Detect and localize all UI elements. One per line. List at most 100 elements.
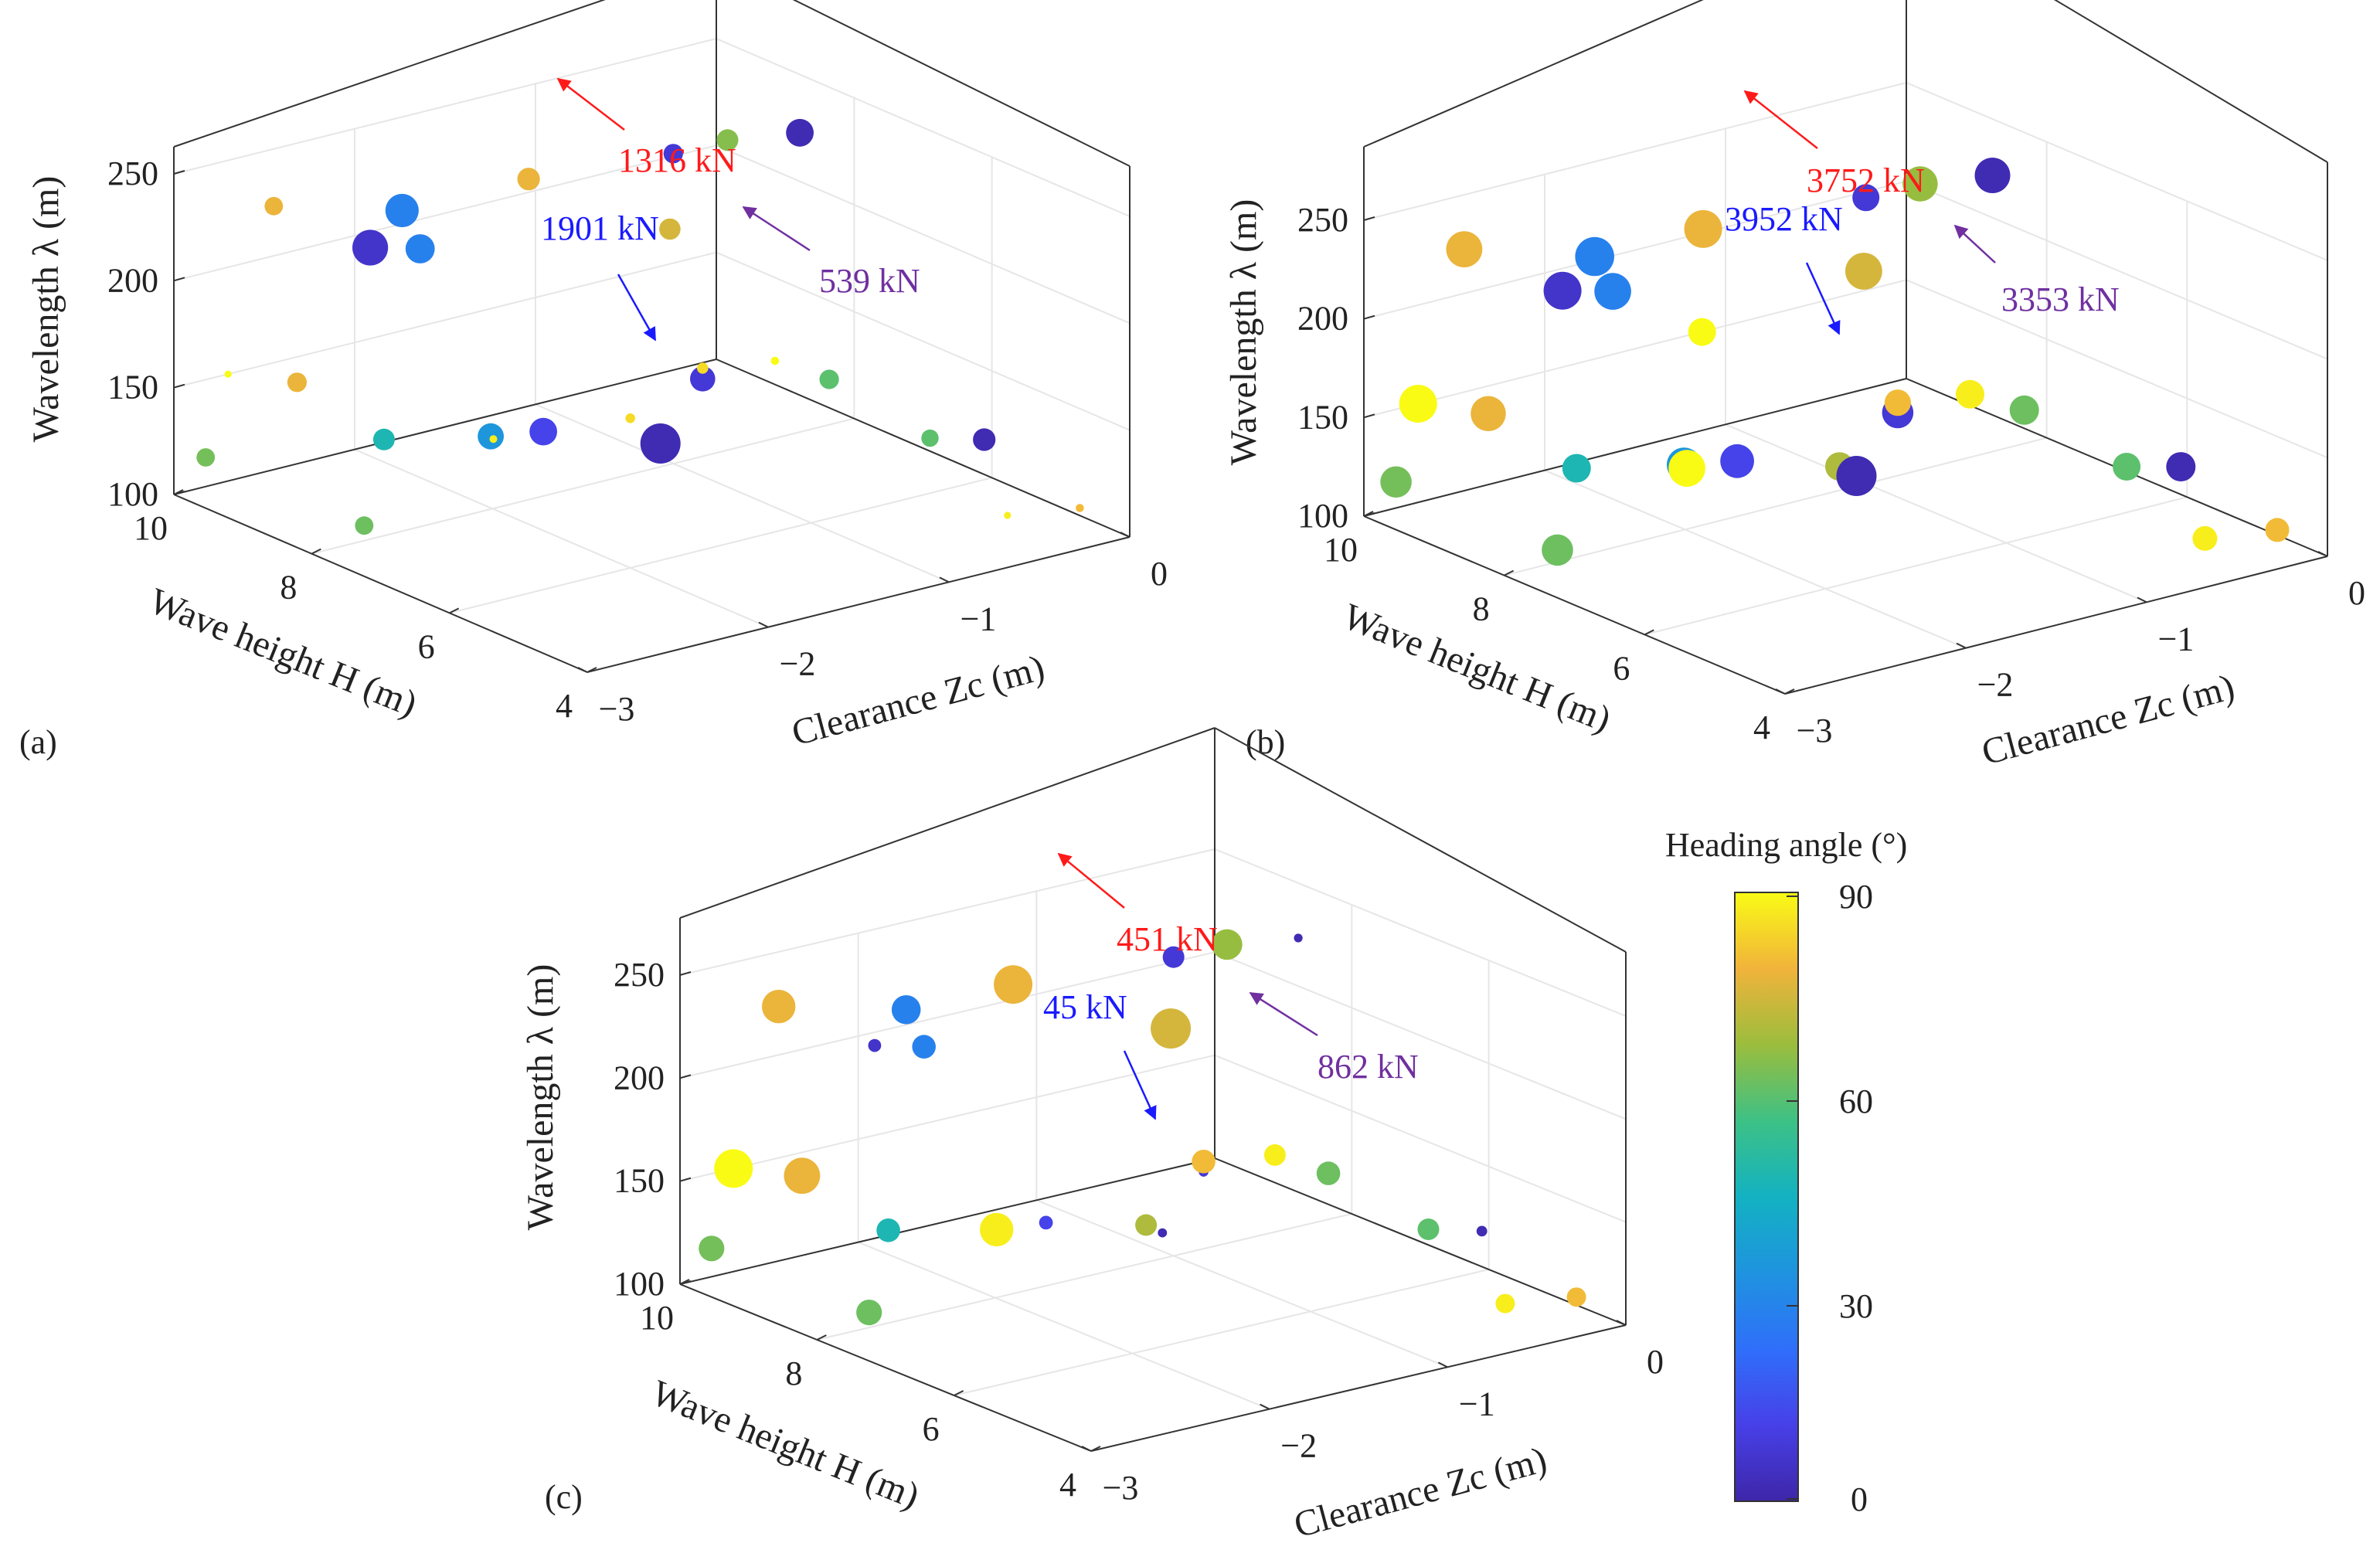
scatter-point: [355, 516, 374, 535]
scatter-point: [716, 129, 739, 151]
scatter-point: [2166, 452, 2196, 482]
grid-line: [1035, 1199, 1448, 1368]
panel-label: (a): [19, 723, 57, 761]
x-axis-label: Clearance Zc (m): [1977, 667, 2239, 773]
scatter-point: [699, 1235, 725, 1262]
scatter-point: [786, 118, 814, 147]
z-tick-label: 200: [614, 1059, 665, 1096]
scatter-point: [1562, 454, 1591, 483]
z-tick-label: 250: [107, 155, 158, 192]
axis-box-back-edge: [1363, 378, 1907, 517]
annotation-label: 862 kN: [1318, 1048, 1419, 1086]
scatter-point: [1884, 389, 1911, 416]
scatter-point: [196, 448, 216, 467]
scatter-point: [1684, 209, 1722, 248]
x-tick-label: −1: [2158, 620, 2195, 658]
scatter-point: [819, 369, 839, 389]
scatter-point: [1158, 1228, 1168, 1238]
scatter-point: [912, 1035, 936, 1059]
annotation-arrow: [556, 77, 625, 131]
scatter-point: [1845, 253, 1882, 290]
axis-box-edge: [792, 0, 1130, 167]
scatter-point: [1470, 396, 1506, 431]
x-tick-mark: [939, 576, 950, 583]
annotation-label: 3353 kN: [2001, 280, 2120, 318]
scatter-point: [663, 144, 683, 164]
scatter-point: [405, 234, 435, 263]
scatter-point: [1668, 450, 1705, 487]
scatter-point: [2009, 395, 2039, 425]
scatter-point: [1151, 1008, 1192, 1049]
scatter-point: [1543, 271, 1582, 310]
scatter-point: [1476, 1225, 1488, 1237]
y-tick-mark: [679, 1279, 690, 1285]
scatter-point: [1902, 166, 1938, 202]
z-axis-label: Wavelength λ (m): [520, 964, 561, 1231]
panel-1: 100 150 200 250 4 6 8 10 −3 −2 −1 0 Wavelength λ (m)…: [19, 0, 1168, 761]
scatter-point: [1542, 534, 1573, 566]
grid-line: [535, 403, 950, 583]
scatter-point: [784, 1157, 821, 1195]
y-tick-mark: [1090, 1446, 1101, 1452]
annotation-arrow: [617, 274, 657, 342]
annotation-arrow: [1743, 90, 1818, 149]
scatter-point: [697, 362, 709, 374]
grid-line: [1725, 423, 2147, 603]
grid-line: [1544, 469, 1967, 649]
z-tick-label: 250: [1297, 201, 1348, 239]
y-tick-label: 8: [785, 1354, 802, 1392]
grid-line: [173, 251, 717, 389]
grid-line: [1214, 1054, 1627, 1223]
grid-line: [716, 251, 1130, 431]
grid-line: [817, 1213, 1352, 1341]
y-tick-mark: [173, 489, 184, 495]
scatter-point: [1688, 318, 1716, 346]
axis-box-edge: [679, 1283, 1092, 1452]
z-tick-mark: [1363, 314, 1375, 320]
scatter-point: [2113, 453, 2141, 481]
scatter-point: [372, 428, 395, 450]
grid-line: [716, 144, 1130, 325]
x-tick-mark: [1956, 642, 1967, 649]
y-tick-mark: [1504, 569, 1515, 576]
z-axis-label: Wavelength λ (m): [26, 176, 66, 443]
z-tick-label: 150: [614, 1162, 665, 1200]
axis-box-edge: [173, 494, 588, 673]
axis-box-edge: [1214, 727, 1627, 953]
x-axis-label: Clearance Zc (m): [787, 647, 1049, 754]
z-tick-label: 200: [107, 261, 158, 299]
z-tick-label: 100: [614, 1265, 665, 1303]
scatter-point: [1836, 456, 1877, 496]
annotation-arrow: [1805, 262, 1841, 335]
y-axis-label: Wave height H (m): [646, 1372, 925, 1517]
scatter-point: [1004, 512, 1012, 519]
colorbar-title: Heading angle (°): [1665, 826, 1907, 864]
scatter-point: [690, 366, 716, 392]
scatter-point: [1316, 1161, 1341, 1185]
z-tick-label: 100: [107, 475, 158, 513]
z-tick-mark: [173, 170, 185, 175]
colorbar-tick-30: 30: [1839, 1287, 1873, 1325]
z-tick-mark: [173, 277, 185, 282]
scatter-point: [856, 1300, 882, 1326]
y-tick-mark: [311, 548, 321, 555]
y-tick-mark: [449, 607, 460, 614]
y-tick-label: 4: [556, 687, 573, 725]
x-tick-mark: [1775, 688, 1786, 695]
grid-line: [173, 38, 717, 175]
annotation-label: 3952 kN: [1725, 200, 1843, 238]
axis-box-back-edge: [679, 1157, 1216, 1285]
grid-line: [1644, 496, 2188, 636]
y-tick-mark: [1784, 688, 1795, 695]
colorbar-tick-60: 60: [1839, 1082, 1873, 1120]
scatter-point: [2192, 525, 2218, 551]
y-tick-label: 6: [418, 627, 435, 665]
x-tick-mark: [1437, 1361, 1448, 1368]
colorbar-bar: [1734, 892, 1799, 1502]
z-tick-label: 150: [1297, 398, 1348, 436]
scatter-point: [980, 1212, 1014, 1247]
x-tick-label: 0: [2348, 574, 2365, 612]
scatter-point: [529, 417, 557, 446]
